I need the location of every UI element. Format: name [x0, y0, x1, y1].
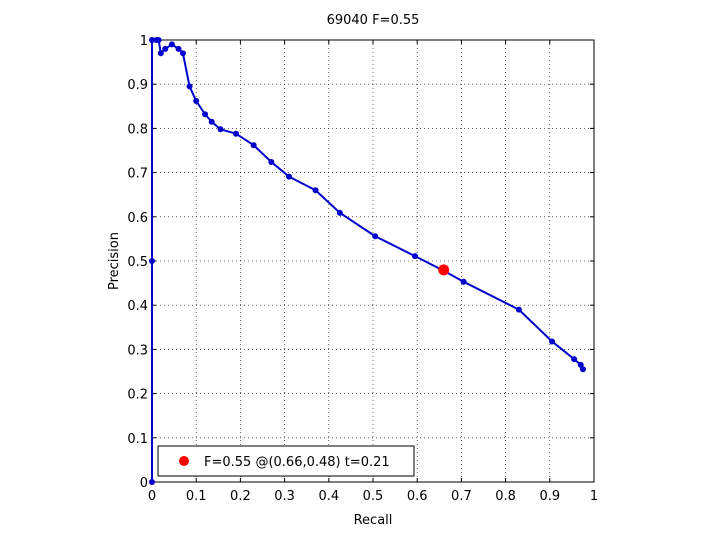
data-point	[217, 126, 224, 133]
y-tick-label: 0.8	[127, 122, 148, 137]
data-point	[186, 83, 193, 90]
y-tick-label: 0.5	[127, 255, 148, 270]
data-point	[579, 366, 586, 373]
y-tick-label: 0.4	[127, 299, 148, 314]
data-point	[286, 173, 293, 180]
x-axis-label: Recall	[354, 513, 393, 528]
y-tick-label: 1	[140, 34, 148, 49]
data-point	[193, 97, 200, 104]
data-point	[202, 111, 209, 118]
data-point	[179, 50, 186, 57]
data-point	[168, 41, 175, 48]
legend: F=0.55 @(0.66,0.48) t=0.21	[157, 445, 415, 477]
data-point	[149, 479, 155, 485]
x-tick-label: 1	[590, 489, 598, 504]
legend-box	[157, 445, 415, 477]
highlight-group	[438, 264, 450, 276]
x-tick-label: 0.1	[186, 489, 207, 504]
x-tick-label: 0.4	[318, 489, 339, 504]
data-point	[336, 209, 343, 216]
data-point	[549, 338, 556, 345]
y-tick-label: 0.1	[127, 432, 148, 447]
x-tick-label: 0.9	[539, 489, 560, 504]
x-tick-label: 0.7	[451, 489, 472, 504]
data-point	[571, 356, 578, 363]
data-point	[149, 258, 155, 264]
data-point	[372, 233, 379, 240]
data-point	[460, 278, 467, 285]
legend-marker	[179, 456, 189, 466]
x-tick-label: 0.2	[230, 489, 251, 504]
data-point	[162, 45, 169, 52]
data-point	[175, 45, 182, 52]
data-point	[577, 361, 584, 368]
x-tick-label: 0	[148, 489, 156, 504]
grid	[152, 40, 594, 482]
series-group	[149, 37, 586, 485]
y-tick-label: 0.3	[127, 343, 148, 358]
chart-title: 69040 F=0.55	[327, 13, 420, 28]
x-tick-label: 0.8	[495, 489, 516, 504]
x-tick-label: 0.5	[363, 489, 384, 504]
data-point	[312, 187, 319, 194]
data-point	[411, 253, 418, 260]
y-axis: 0 0.1 0.2 0.3 0.4 0.5 0.6 0.7 0.8 0.9 1	[127, 34, 594, 491]
y-tick-label: 0	[140, 476, 148, 491]
x-tick-label: 0.3	[274, 489, 295, 504]
data-point	[208, 118, 215, 125]
data-point	[232, 130, 239, 137]
x-tick-label: 0.6	[407, 489, 428, 504]
x-axis: 0 0.1 0.2 0.3 0.4 0.5 0.6 0.7 0.8 0.9 1	[148, 40, 598, 504]
y-tick-label: 0.9	[127, 78, 148, 93]
y-tick-label: 0.2	[127, 388, 148, 403]
y-tick-label: 0.6	[127, 211, 148, 226]
legend-text: F=0.55 @(0.66,0.48) t=0.21	[204, 455, 390, 470]
y-tick-label: 0.7	[127, 167, 148, 182]
f-measure-point	[438, 264, 450, 276]
data-point	[155, 37, 162, 43]
data-point	[250, 142, 257, 149]
data-point	[149, 37, 155, 43]
data-point	[157, 50, 164, 57]
data-point	[515, 306, 522, 313]
y-axis-label: Precision	[107, 232, 122, 290]
data-point	[268, 158, 275, 165]
